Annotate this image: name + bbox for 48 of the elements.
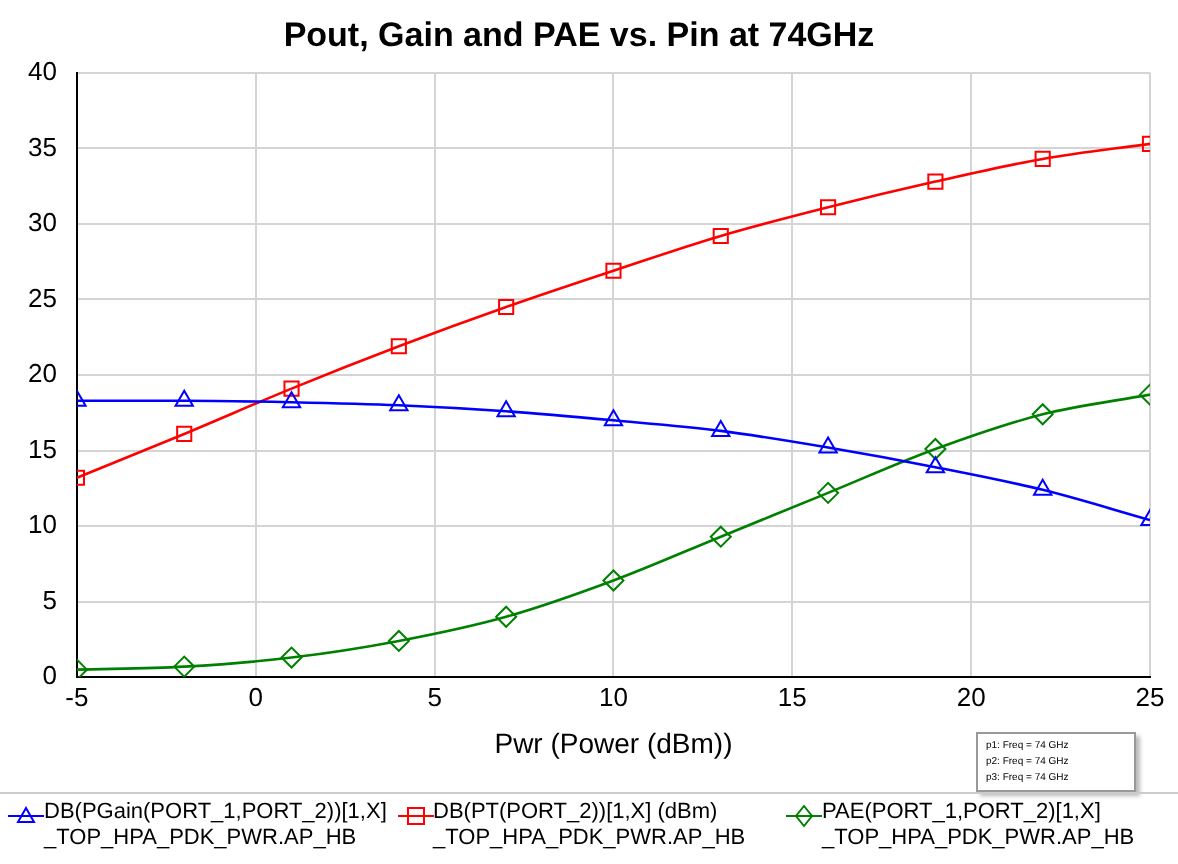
point bbox=[925, 456, 946, 474]
y-tick-label: 0 bbox=[42, 660, 57, 691]
point bbox=[1033, 478, 1053, 496]
y-tick-label: 30 bbox=[27, 207, 57, 238]
point bbox=[817, 481, 840, 504]
y-tick-label: 5 bbox=[42, 584, 57, 615]
point bbox=[174, 389, 194, 407]
x-axis-title: Pwr (Power (dBm)) bbox=[494, 726, 733, 759]
y-tick-label: 35 bbox=[27, 131, 57, 162]
legend-label: DB(PT(PORT_2))[1,X] (dBm) _TOP_HPA_PDK_PWR.AP_HB bbox=[433, 800, 746, 852]
point bbox=[176, 425, 193, 442]
point bbox=[1031, 403, 1054, 426]
point bbox=[820, 199, 837, 216]
y-tick-label: 10 bbox=[27, 509, 57, 540]
legend-label: PAE(PORT_1,PORT_2)[1,X] _TOP_HPA_PDK_PWR.AP_HB bbox=[822, 800, 1135, 852]
chart-title: Pout, Gain and PAE vs. Pin at 74GHz bbox=[283, 15, 875, 54]
point bbox=[281, 391, 302, 409]
point bbox=[283, 380, 300, 397]
point bbox=[173, 655, 196, 678]
y-tick-label: 20 bbox=[27, 358, 57, 389]
point bbox=[605, 262, 622, 279]
point bbox=[712, 227, 729, 245]
y-tick-label: 25 bbox=[27, 282, 57, 313]
point bbox=[389, 394, 409, 412]
point bbox=[1034, 150, 1051, 167]
x-tick-label: 20 bbox=[956, 681, 986, 712]
point bbox=[924, 438, 947, 461]
x-tick-label: 25 bbox=[1135, 681, 1165, 712]
x-tick-label: -5 bbox=[65, 681, 89, 712]
x-tick-label: 0 bbox=[248, 681, 263, 712]
x-tick-label: 5 bbox=[427, 681, 442, 712]
legend-label: DB(PGain(PORT_1,PORT_2))[1,X] _TOP_HPA_PDK_PWR.AP_HB bbox=[44, 800, 387, 852]
point bbox=[390, 338, 407, 355]
y-tick-label: 40 bbox=[27, 55, 57, 86]
point bbox=[280, 646, 303, 669]
point bbox=[818, 436, 838, 454]
point bbox=[495, 605, 518, 628]
point bbox=[496, 400, 516, 418]
y-tick-label: 15 bbox=[27, 433, 57, 464]
point bbox=[709, 525, 732, 548]
point bbox=[711, 419, 731, 437]
x-tick-label: 15 bbox=[777, 681, 807, 712]
point bbox=[603, 409, 624, 427]
point bbox=[498, 298, 515, 316]
point bbox=[387, 629, 410, 652]
x-tick-label: 10 bbox=[598, 681, 628, 712]
point bbox=[602, 569, 625, 592]
point bbox=[927, 173, 944, 190]
